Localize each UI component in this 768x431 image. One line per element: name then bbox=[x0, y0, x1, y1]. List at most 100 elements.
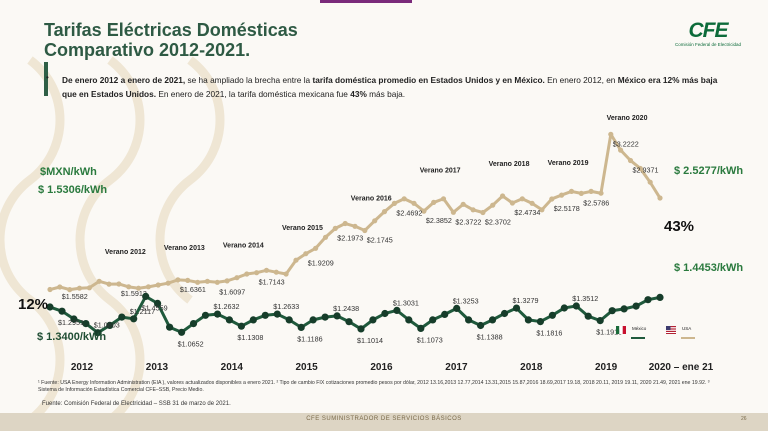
usa-data-point bbox=[411, 200, 417, 206]
mexico-data-point bbox=[405, 316, 413, 324]
x-tick-label: 2018 bbox=[520, 362, 543, 373]
mexico-data-point bbox=[620, 305, 628, 313]
mexico-data-point bbox=[488, 316, 497, 324]
chart-legend: México USA bbox=[616, 326, 706, 340]
mexico-data-point bbox=[321, 313, 329, 321]
cfe-logo: CFE Comisión Federal de Electricidad bbox=[668, 20, 748, 48]
usa-flag-icon bbox=[666, 326, 676, 334]
mexico-data-point bbox=[381, 309, 389, 318]
usa-data-point bbox=[450, 209, 456, 215]
mexico-value-label: $1.1816 bbox=[536, 329, 562, 338]
usa-data-point bbox=[195, 279, 201, 285]
mexico-data-point bbox=[142, 292, 150, 300]
usa-end-value: $ 2.5277/kWh bbox=[674, 165, 744, 177]
mexico-data-point bbox=[608, 307, 616, 315]
x-tick-label: 2019 bbox=[595, 362, 618, 373]
mexico-flag-icon bbox=[616, 326, 626, 334]
usa-data-point bbox=[519, 196, 525, 202]
usa-data-point bbox=[263, 267, 270, 273]
summer-label: Verano 2018 bbox=[489, 161, 530, 168]
mexico-start-value: $ 1.3400/kWh bbox=[37, 331, 107, 343]
mexico-data-point bbox=[572, 302, 580, 310]
usa-data-point bbox=[67, 287, 73, 293]
usa-data-point bbox=[342, 220, 348, 227]
top-accent-line bbox=[320, 0, 412, 3]
summer-label: Verano 2017 bbox=[420, 167, 461, 174]
mexico-data-point bbox=[536, 318, 545, 326]
usa-data-point bbox=[106, 281, 112, 287]
usa-data-point bbox=[647, 179, 653, 185]
usa-data-point bbox=[539, 207, 545, 213]
usa-data-point bbox=[283, 271, 289, 277]
usa-value-label: $1.5582 bbox=[62, 292, 88, 301]
usa-data-point bbox=[96, 278, 102, 284]
logo-mark: CFE bbox=[688, 19, 729, 42]
usa-value-label: $2.5786 bbox=[583, 198, 609, 207]
mexico-value-label: $1.1073 bbox=[417, 335, 443, 344]
footer-bar: CFE SUMINISTRADOR DE SERVICIOS BÁSICOS 2… bbox=[0, 413, 768, 431]
mexico-data-point bbox=[656, 293, 664, 301]
x-tick-label: 2012 bbox=[71, 362, 94, 373]
mexico-value-label: $1.3031 bbox=[393, 298, 419, 307]
mexico-data-point bbox=[333, 312, 341, 320]
mexico-value-label: $1.1388 bbox=[477, 333, 503, 342]
usa-data-point bbox=[303, 251, 309, 257]
title-line-1: Tarifas Eléctricas Domésticas bbox=[44, 20, 298, 40]
logo-subtitle: Comisión Federal de Electricidad bbox=[674, 42, 742, 47]
mexico-data-point bbox=[273, 310, 281, 318]
gap-end-percent: 43% bbox=[664, 218, 695, 235]
usa-value-label: $1.7143 bbox=[259, 278, 285, 287]
usa-value-label: $2.3702 bbox=[485, 218, 511, 227]
mexico-data-point bbox=[512, 304, 521, 312]
usa-data-point bbox=[559, 192, 565, 198]
usa-value-label: $3.2222 bbox=[613, 139, 639, 148]
usa-value-label: $2.3722 bbox=[455, 217, 481, 226]
bullet-icon: • bbox=[46, 73, 49, 82]
mexico-data-point bbox=[500, 309, 509, 318]
usa-data-point bbox=[322, 234, 329, 240]
mexico-data-point bbox=[249, 316, 257, 324]
mexico-value-label: $1.1918 bbox=[596, 328, 622, 337]
title-line-2: Comparativo 2012-2021. bbox=[44, 40, 251, 60]
usa-data-point bbox=[362, 227, 368, 234]
mexico-data-point bbox=[213, 310, 222, 318]
usa-data-point bbox=[126, 284, 132, 290]
usa-data-point bbox=[401, 196, 407, 202]
desc-bold-7: 43% bbox=[350, 89, 367, 99]
desc-bold-3: tarifa doméstica promedio en Estados Uni… bbox=[312, 75, 545, 85]
usa-data-point bbox=[244, 271, 250, 277]
mexico-data-point bbox=[237, 322, 245, 330]
footer-text: CFE SUMINISTRADOR DE SERVICIOS BÁSICOS bbox=[306, 416, 462, 422]
usa-data-point bbox=[175, 277, 181, 283]
legend-mexico: México bbox=[632, 326, 647, 331]
desc-bold-1: De enero 2012 a enero de 2021, bbox=[62, 75, 186, 85]
mexico-data-point bbox=[560, 304, 568, 312]
usa-data-point bbox=[440, 196, 447, 202]
usa-data-point bbox=[57, 284, 63, 290]
summer-label: Verano 2015 bbox=[282, 225, 323, 232]
y-unit-label: $MXN/kWh bbox=[40, 166, 97, 178]
usa-value-label: $2.1973 bbox=[337, 233, 363, 242]
summer-label: Verano 2016 bbox=[351, 196, 392, 203]
mexico-data-point bbox=[548, 311, 557, 319]
mexico-value-label: $1.1308 bbox=[237, 333, 263, 342]
usa-data-point bbox=[627, 157, 634, 164]
mexico-value-label: $1.4559 bbox=[142, 303, 168, 312]
usa-data-point bbox=[47, 286, 53, 293]
x-tick-label: 2020 – ene 21 bbox=[649, 362, 714, 373]
usa-data-point bbox=[500, 193, 506, 199]
usa-value-label: $2.4734 bbox=[514, 208, 540, 217]
usa-data-point bbox=[204, 278, 210, 284]
mexico-data-point bbox=[393, 306, 401, 314]
usa-data-point bbox=[135, 285, 142, 291]
summer-label: Verano 2014 bbox=[223, 243, 264, 250]
usa-value-label: $1.6361 bbox=[180, 285, 206, 294]
mexico-data-point bbox=[632, 302, 640, 310]
mexico-series-line bbox=[49, 294, 661, 335]
mexico-data-point bbox=[189, 320, 198, 328]
desc-text-4: En enero 2012, en bbox=[544, 75, 618, 85]
mexico-data-point bbox=[178, 328, 186, 336]
mexico-data-point bbox=[453, 304, 461, 312]
footnote: ¹ Fuente: USA Energy Information Adminis… bbox=[38, 380, 710, 393]
mexico-data-point bbox=[644, 296, 652, 304]
